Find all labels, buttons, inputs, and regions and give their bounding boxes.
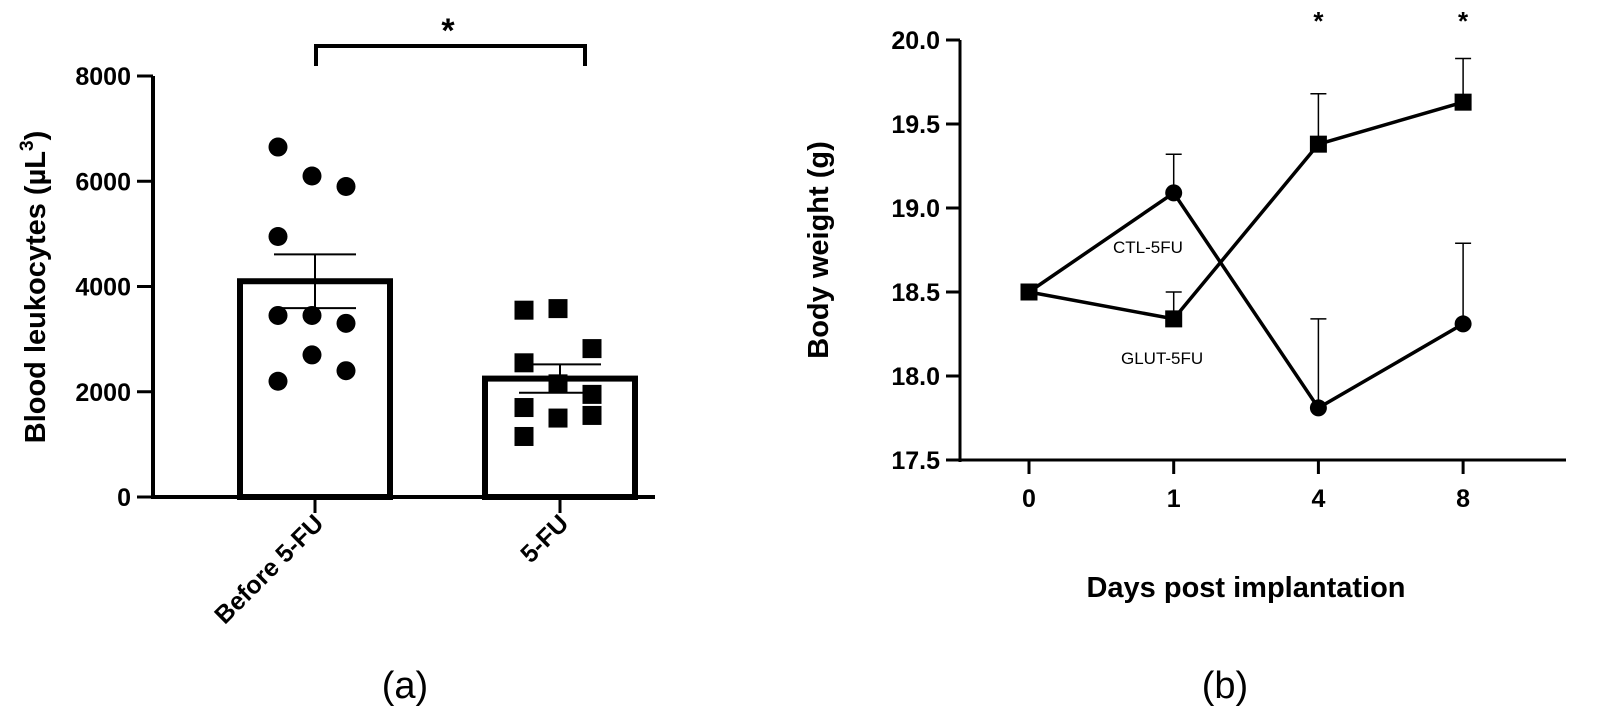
data-point-circle (302, 305, 322, 325)
y-tick-label: 2000 (75, 379, 131, 407)
y-tick-label: 0 (117, 484, 131, 512)
data-point-square (514, 398, 534, 418)
y-tick-label: 18.5 (891, 279, 940, 307)
y-tick-label: 4000 (75, 274, 131, 302)
data-point-square (514, 300, 534, 320)
y-tick-label: 6000 (75, 168, 131, 196)
chart-a: 0 2000 4000 6000 8000 Before 5-FU 5-FU (75, 44, 655, 629)
data-point-circle (268, 137, 288, 157)
y-tick-label: 17.5 (891, 447, 940, 475)
y-tick-label: 19.5 (891, 111, 940, 139)
chart-b-xlabel: Days post implantation (1086, 572, 1405, 604)
significance-marker: * (1458, 6, 1469, 36)
y-tick-label: 18.0 (891, 363, 940, 391)
data-point-square (1309, 135, 1327, 153)
significance-marker: * (1313, 6, 1324, 36)
data-point-circle (1165, 184, 1183, 202)
series-label-ctl: CTL-5FU (1113, 238, 1183, 257)
y-tick-label: 19.0 (891, 195, 940, 223)
series-line-glut-5fu (1028, 100, 1464, 321)
x-tick-label: 8 (1456, 485, 1470, 513)
chart-a-significance: * (441, 12, 455, 50)
data-point-square (548, 408, 568, 428)
chart-b-panel-label: (b) (1202, 665, 1248, 707)
y-tick-label: 8000 (75, 63, 131, 91)
data-point-circle (1454, 315, 1472, 333)
data-point-circle (302, 345, 322, 365)
chart-b: 17.5 18.0 18.5 19.0 19.5 20.0 0 1 4 * 8 * (891, 6, 1566, 513)
series-label-glut: GLUT-5FU (1121, 349, 1203, 368)
data-point-square (582, 384, 602, 404)
x-tick-label: Before 5-FU (209, 509, 329, 629)
data-point-square (582, 339, 602, 359)
data-point-square (514, 426, 534, 446)
data-point-circle (336, 313, 356, 333)
data-point-square (1165, 310, 1183, 328)
bar (482, 375, 638, 500)
data-point-circle (302, 166, 322, 186)
data-point-square (1020, 283, 1038, 301)
x-tick-label: 5-FU (515, 509, 574, 568)
data-point-square (1454, 93, 1472, 111)
data-point-square (548, 374, 568, 394)
x-tick-label: 0 (1022, 485, 1036, 513)
significance-bracket (314, 44, 587, 66)
y-tick-label: 20.0 (891, 27, 940, 55)
x-tick-label: 4 (1311, 485, 1325, 513)
series-line-ctl-5fu (1028, 190, 1464, 411)
data-point-circle (336, 177, 356, 197)
data-point-square (548, 299, 568, 319)
data-point-square (514, 353, 534, 373)
x-tick-label: 1 (1167, 485, 1181, 513)
chart-a-panel-label: (a) (382, 665, 428, 707)
data-point-circle (1309, 399, 1327, 417)
data-point-circle (268, 227, 288, 247)
data-point-square (582, 405, 602, 425)
data-point-circle (268, 371, 288, 391)
data-point-circle (268, 305, 288, 325)
chart-a-ylabel: Blood leukocytes (µL3) (17, 131, 52, 444)
chart-b-ylabel: Body weight (g) (803, 141, 835, 358)
data-point-circle (336, 361, 356, 381)
